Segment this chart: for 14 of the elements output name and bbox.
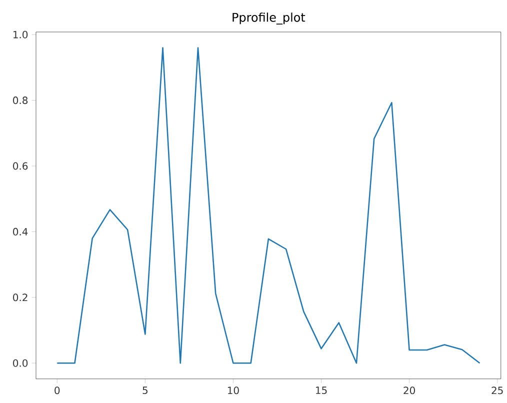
y-tick-label: 0.4 (13, 228, 28, 236)
x-tick-label: 0 (54, 386, 60, 394)
y-tick-label: 0.0 (13, 359, 28, 367)
x-tick-label: 25 (492, 386, 503, 394)
chart-title: Pprofile_plot (232, 12, 306, 25)
x-tick-label: 5 (142, 386, 148, 394)
y-tick-label: 0.2 (13, 294, 28, 302)
x-tick-label: 20 (404, 386, 415, 394)
y-tick-label: 1.0 (13, 30, 28, 38)
line-series (56, 47, 480, 364)
x-tick-label: 15 (316, 386, 327, 394)
x-tick-label: 10 (228, 386, 239, 394)
y-tick-label: 0.8 (13, 96, 28, 104)
y-tick-label: 0.6 (13, 162, 28, 170)
